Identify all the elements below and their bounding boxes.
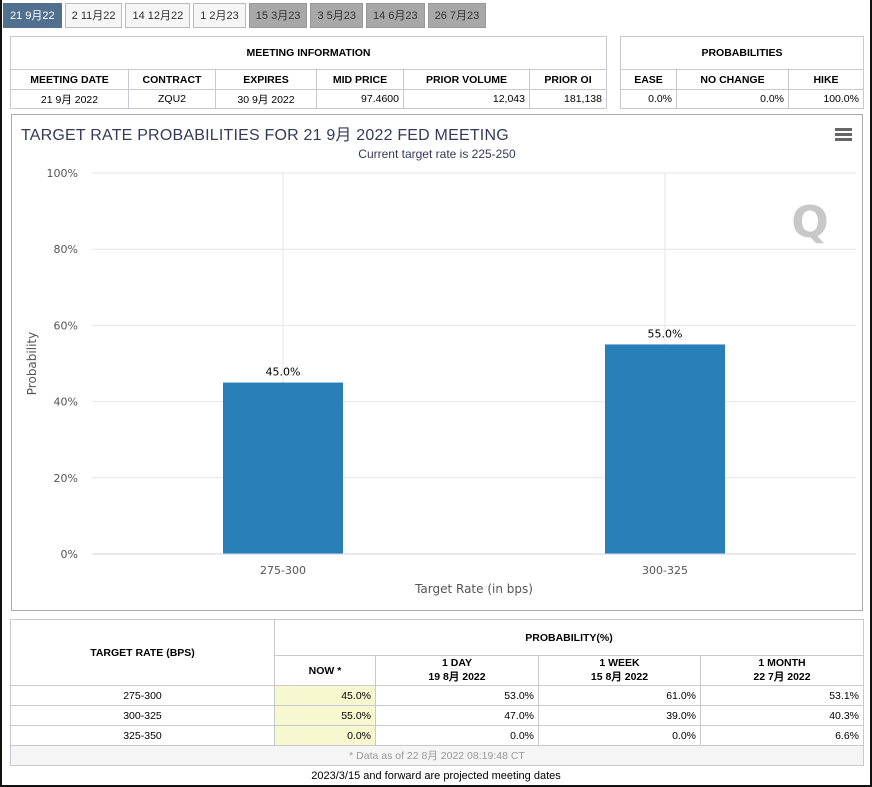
col-mid-price: MID PRICE	[316, 69, 404, 90]
meeting-tab[interactable]: 21 9月22	[3, 3, 62, 28]
ease-value: 0.0%	[620, 89, 677, 109]
x-tick-label: 300-325	[642, 564, 688, 577]
meeting-tab[interactable]: 2 11月22	[64, 3, 123, 28]
meeting-tab[interactable]: 14 12月22	[125, 3, 191, 28]
meeting-tab[interactable]: 15 3月23	[248, 3, 308, 28]
col-prior-volume: PRIOR VOLUME	[403, 69, 530, 90]
meeting-date: 21 9月 2022	[10, 89, 129, 109]
meeting-info-title: MEETING INFORMATION	[10, 36, 607, 70]
meeting-tab[interactable]: 26 7月23	[427, 3, 487, 28]
period-label: NOW *	[308, 664, 342, 677]
probability-cell: 0.0%	[538, 725, 701, 746]
y-tick-label: 60%	[54, 319, 78, 332]
probability-history-table: TARGET RATE (BPS) PROBABILITY(%) NOW * 1 …	[10, 618, 864, 766]
hike-value: 100.0%	[788, 89, 864, 109]
y-tick-label: 80%	[54, 243, 78, 256]
col-hike: HIKE	[788, 69, 864, 90]
period-header: NOW *	[274, 655, 376, 686]
meeting-tabs: 21 9月22 2 11月22 14 12月22 1 2月23 15 3月23 3 5月2…	[3, 3, 487, 28]
probability-cell: 0.0%	[375, 725, 539, 746]
col-ease: EASE	[620, 69, 677, 90]
logo-watermark: Q	[791, 197, 828, 248]
probability-cell: 53.0%	[375, 685, 539, 706]
y-axis-title: Probability	[25, 332, 39, 395]
x-axis-title: Target Rate (in bps)	[414, 582, 533, 596]
period-header: 1 MONTH 22 7月 2022	[700, 655, 864, 686]
period-date: 22 7月 2022	[753, 671, 811, 684]
target-rate-cell: 275-300	[10, 685, 275, 706]
probability-cell: 53.1%	[700, 685, 864, 706]
prior-volume: 12,043	[403, 89, 530, 109]
col-no-change: NO CHANGE	[676, 69, 789, 90]
meeting-tab[interactable]: 14 6月23	[365, 3, 425, 28]
probabilities-table: PROBABILITIES EASE NO CHANGE HIKE 0.0% 0…	[620, 36, 864, 109]
data-label: 45.0%	[266, 366, 301, 379]
expires: 30 9月 2022	[215, 89, 317, 109]
probabilities-title: PROBABILITIES	[620, 36, 864, 70]
y-tick-label: 40%	[54, 396, 78, 409]
target-rate-cell: 300-325	[10, 705, 275, 726]
period-label: 1 MONTH	[758, 657, 806, 670]
col-prior-oi: PRIOR OI	[529, 69, 607, 90]
probability-cell: 6.6%	[700, 725, 864, 746]
prior-oi: 181,138	[529, 89, 607, 109]
y-tick-label: 100%	[47, 167, 78, 180]
y-tick-label: 0%	[61, 548, 78, 561]
meeting-tab[interactable]: 1 2月23	[193, 3, 246, 28]
bar	[223, 382, 343, 554]
x-tick-label: 275-300	[260, 564, 306, 577]
y-tick-label: 20%	[54, 472, 78, 485]
footer-note: 2023/3/15 and forward are projected meet…	[311, 770, 561, 782]
col-contract: CONTRACT	[128, 69, 216, 90]
period-label: 1 WEEK	[599, 657, 640, 670]
meeting-information-table: MEETING INFORMATION MEETING DATE CONTRAC…	[10, 36, 607, 109]
period-header: 1 WEEK 15 8月 2022	[538, 655, 701, 686]
probability-chart: TARGET RATE PROBABILITIES FOR 21 9月 2022…	[11, 114, 863, 611]
no-change-value: 0.0%	[676, 89, 789, 109]
target-rate-header: TARGET RATE (BPS)	[10, 619, 275, 686]
chart-title: TARGET RATE PROBABILITIES FOR 21 9月 2022…	[21, 127, 509, 144]
data-label: 55.0%	[648, 327, 683, 340]
col-meeting-date: MEETING DATE	[10, 69, 129, 90]
table-row: 325-350 0.0% 0.0% 0.0% 6.6%	[10, 725, 864, 746]
contract: ZQU2	[128, 89, 216, 109]
mid-price: 97.4600	[316, 89, 404, 109]
probability-cell: 47.0%	[375, 705, 539, 726]
period-label: 1 DAY	[442, 657, 472, 670]
chart-menu-icon[interactable]	[835, 128, 852, 143]
meeting-tab[interactable]: 3 5月23	[310, 3, 363, 28]
probability-cell: 39.0%	[538, 705, 701, 726]
period-date: 15 8月 2022	[590, 671, 649, 684]
bar	[605, 344, 725, 554]
target-rate-cell: 325-350	[10, 725, 275, 746]
table-row: 300-325 55.0% 47.0% 39.0% 40.3%	[10, 705, 864, 726]
period-date: 19 8月 2022	[428, 671, 486, 684]
probability-header: PROBABILITY(%)	[274, 618, 864, 657]
probability-cell: 45.0%	[274, 685, 376, 706]
col-expires: EXPIRES	[215, 69, 317, 90]
chart-svg: Q 0% 20% 40% 60% 80% 100% 45.0% 275-300 55.0% 300-…	[25, 167, 856, 596]
probability-cell: 40.3%	[700, 705, 864, 726]
data-timestamp-note: * Data as of 22 8月 2022 08:19:48 CT	[10, 745, 864, 766]
probability-cell: 61.0%	[538, 685, 701, 706]
chart-subtitle: Current target rate is 225-250	[358, 147, 516, 161]
period-header: 1 DAY 19 8月 2022	[375, 655, 539, 686]
probability-cell: 0.0%	[274, 725, 376, 746]
table-row: 275-300 45.0% 53.0% 61.0% 53.1%	[10, 685, 864, 706]
probability-cell: 55.0%	[274, 705, 376, 726]
